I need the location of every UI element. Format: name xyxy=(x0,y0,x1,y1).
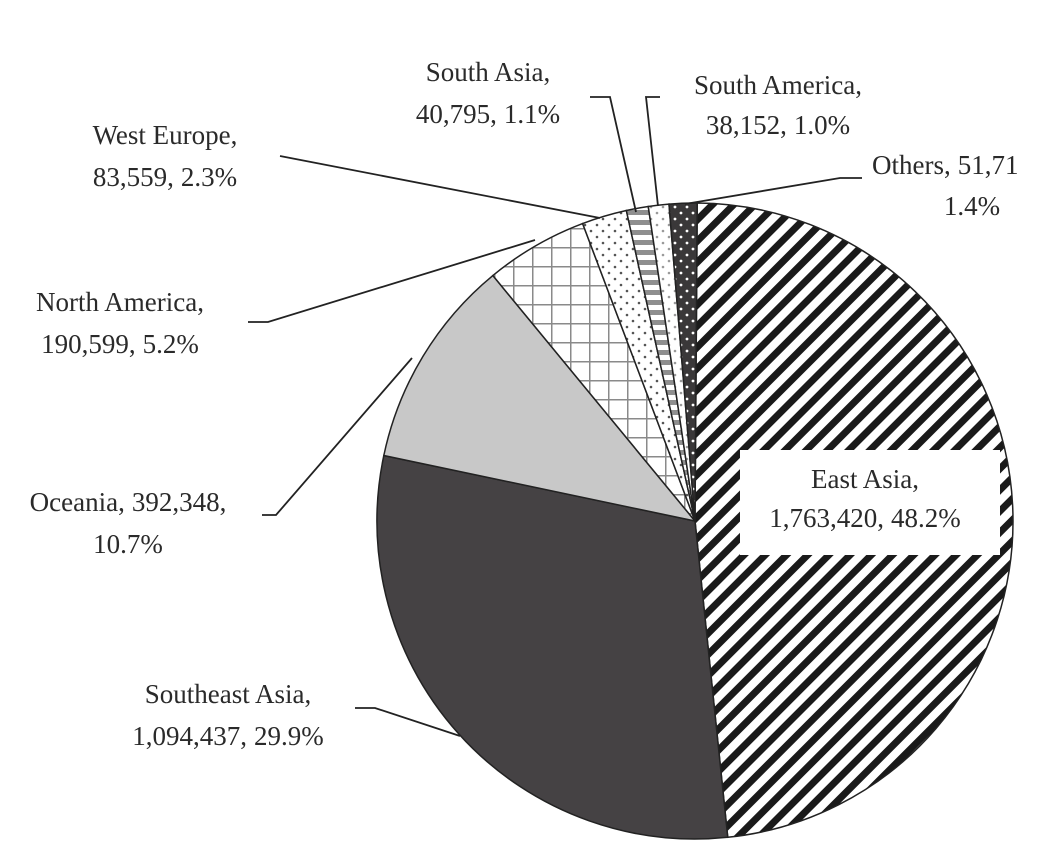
label-categories: South Asia, xyxy=(426,57,551,87)
label-share-labels: 10.7% xyxy=(93,529,163,559)
slice-label: 83,559, 2.3% xyxy=(93,162,237,192)
leader-line xyxy=(684,177,862,205)
leader-line xyxy=(248,239,536,323)
slice-label: 1,094,437, 29.9% xyxy=(132,721,324,751)
slice-label: 10.7% xyxy=(93,529,163,559)
slice-label: 40,795, 1.1% xyxy=(416,99,560,129)
label-share-labels: 1.1% xyxy=(504,99,560,129)
slice-label: South America, xyxy=(694,70,862,100)
label-categories: East Asia, xyxy=(811,464,919,494)
pie xyxy=(376,202,1014,840)
leader-line xyxy=(644,96,660,207)
label-share-labels: 48.2% xyxy=(891,503,961,533)
label-categories: Southeast Asia, xyxy=(145,679,312,709)
pie-slice xyxy=(376,454,729,840)
leader-line xyxy=(279,155,601,219)
label-categories: West Europe, xyxy=(93,120,238,150)
label-value-labels: 392,348, xyxy=(132,487,227,517)
slice-label: West Europe, xyxy=(93,120,238,150)
label-value-labels: 190,599, xyxy=(41,329,136,359)
slice-label: Oceania, 392,348, xyxy=(30,487,227,517)
slice-label: 1.4% xyxy=(944,191,1000,221)
leader-line xyxy=(355,707,461,737)
slice-label: Others, 51,71 xyxy=(872,150,1018,180)
label-value-labels: 38,152, xyxy=(706,110,787,140)
label-value-labels: 40,795, xyxy=(416,99,497,129)
label-background xyxy=(740,450,1000,555)
label-categories: North America, xyxy=(36,287,204,317)
slice-label: North America, xyxy=(36,287,204,317)
label-categories: South America, xyxy=(694,70,862,100)
label-value-labels: 1,094,437, xyxy=(132,721,247,751)
label-categories: Others, xyxy=(872,150,951,180)
pie-slice xyxy=(382,274,697,523)
leader-line xyxy=(590,96,637,213)
label-share-labels: 1.0% xyxy=(794,110,850,140)
pie-slice xyxy=(668,202,698,522)
slice-label: South Asia, xyxy=(426,57,551,87)
label-value-labels: 1,763,420, xyxy=(769,503,884,533)
slice-label: 1,763,420, 48.2% xyxy=(769,503,961,533)
slice-label: 190,599, 5.2% xyxy=(41,329,199,359)
label-share-labels: 2.3% xyxy=(181,162,237,192)
slice-label: 38,152, 1.0% xyxy=(706,110,850,140)
label-categories: Oceania, xyxy=(30,487,125,517)
slice-label: East Asia, xyxy=(811,464,919,494)
label-share-labels: 29.9% xyxy=(254,721,324,751)
labels: East Asia, 1,763,420, 48.2% Southeast Asia,… xyxy=(30,57,1019,751)
label-share-labels: 5.2% xyxy=(143,329,199,359)
slice-label: Southeast Asia, xyxy=(145,679,312,709)
label-share-labels: 1.4% xyxy=(944,191,1000,221)
leader-line xyxy=(262,357,413,516)
label-value-labels: 51,71 xyxy=(958,150,1019,180)
label-value-labels: 83,559, xyxy=(93,162,174,192)
